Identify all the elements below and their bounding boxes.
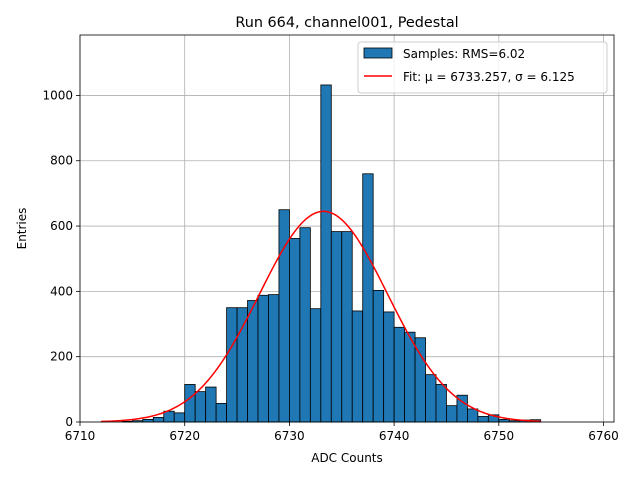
histogram-bar [477, 416, 489, 423]
x-tick-label: 6740 [379, 429, 410, 443]
histogram-bar [414, 337, 426, 423]
histogram-bar [383, 311, 395, 423]
y-tick-label: 800 [50, 154, 73, 168]
y-tick-label: 1000 [42, 88, 73, 102]
histogram-bar [184, 384, 196, 423]
y-tick-label: 400 [50, 284, 73, 298]
histogram-bar [393, 326, 405, 423]
x-tick-label: 6760 [588, 429, 619, 443]
histogram-bar [247, 300, 259, 423]
histogram-bar [257, 294, 269, 423]
x-tick-label: 6750 [484, 429, 515, 443]
histogram-bar [362, 173, 374, 423]
histogram-bar [425, 374, 437, 423]
histogram-bar [205, 386, 217, 423]
x-tick-label: 6720 [169, 429, 200, 443]
chart-title: Run 664, channel001, Pedestal [235, 15, 458, 31]
y-tick-label: 200 [50, 350, 73, 364]
histogram-bar [351, 310, 364, 423]
histogram-bar [299, 227, 311, 423]
histogram-bar [173, 412, 186, 423]
histogram-bar [404, 331, 416, 423]
histogram-bar [435, 384, 447, 423]
histogram-bar [372, 289, 385, 423]
histogram-bar [163, 410, 175, 423]
histogram-bar [152, 417, 165, 423]
histogram-bars [121, 84, 542, 423]
histogram-bar [289, 238, 301, 423]
legend-label-fit: Fit: μ = 6733.257, σ = 6.125 [403, 70, 575, 84]
histogram-bar [226, 307, 238, 423]
legend-swatch-samples [363, 47, 393, 59]
y-axis-label: Entries [15, 208, 29, 250]
plot-frame [79, 34, 615, 423]
gaussian-fit-curve [100, 210, 541, 423]
legend-label-samples: Samples: RMS=6.02 [403, 47, 525, 61]
legend: Samples: RMS=6.02 Fit: μ = 6733.257, σ =… [357, 41, 608, 94]
histogram-bar [194, 391, 207, 423]
x-tick-label: 6710 [65, 429, 96, 443]
histogram-bar [309, 308, 322, 423]
histogram-bar [215, 402, 227, 423]
histogram-bar [446, 405, 458, 423]
y-tick-label: 0 [65, 415, 73, 429]
x-tick-label: 6730 [274, 429, 305, 443]
y-axis-ticks: 0 200 400 600 800 1000 [42, 88, 80, 429]
histogram-bar [467, 408, 479, 423]
legend-box [357, 41, 608, 94]
x-axis-label: ADC Counts [311, 451, 383, 465]
histogram-bar [236, 307, 248, 423]
histogram-bar [330, 231, 343, 423]
histogram-bar [268, 294, 280, 423]
x-axis-ticks: 6710 6720 6730 6740 6750 6760 [65, 422, 619, 443]
histogram-bar [341, 231, 353, 423]
y-tick-label: 600 [50, 219, 73, 233]
histogram-bar [320, 84, 332, 423]
